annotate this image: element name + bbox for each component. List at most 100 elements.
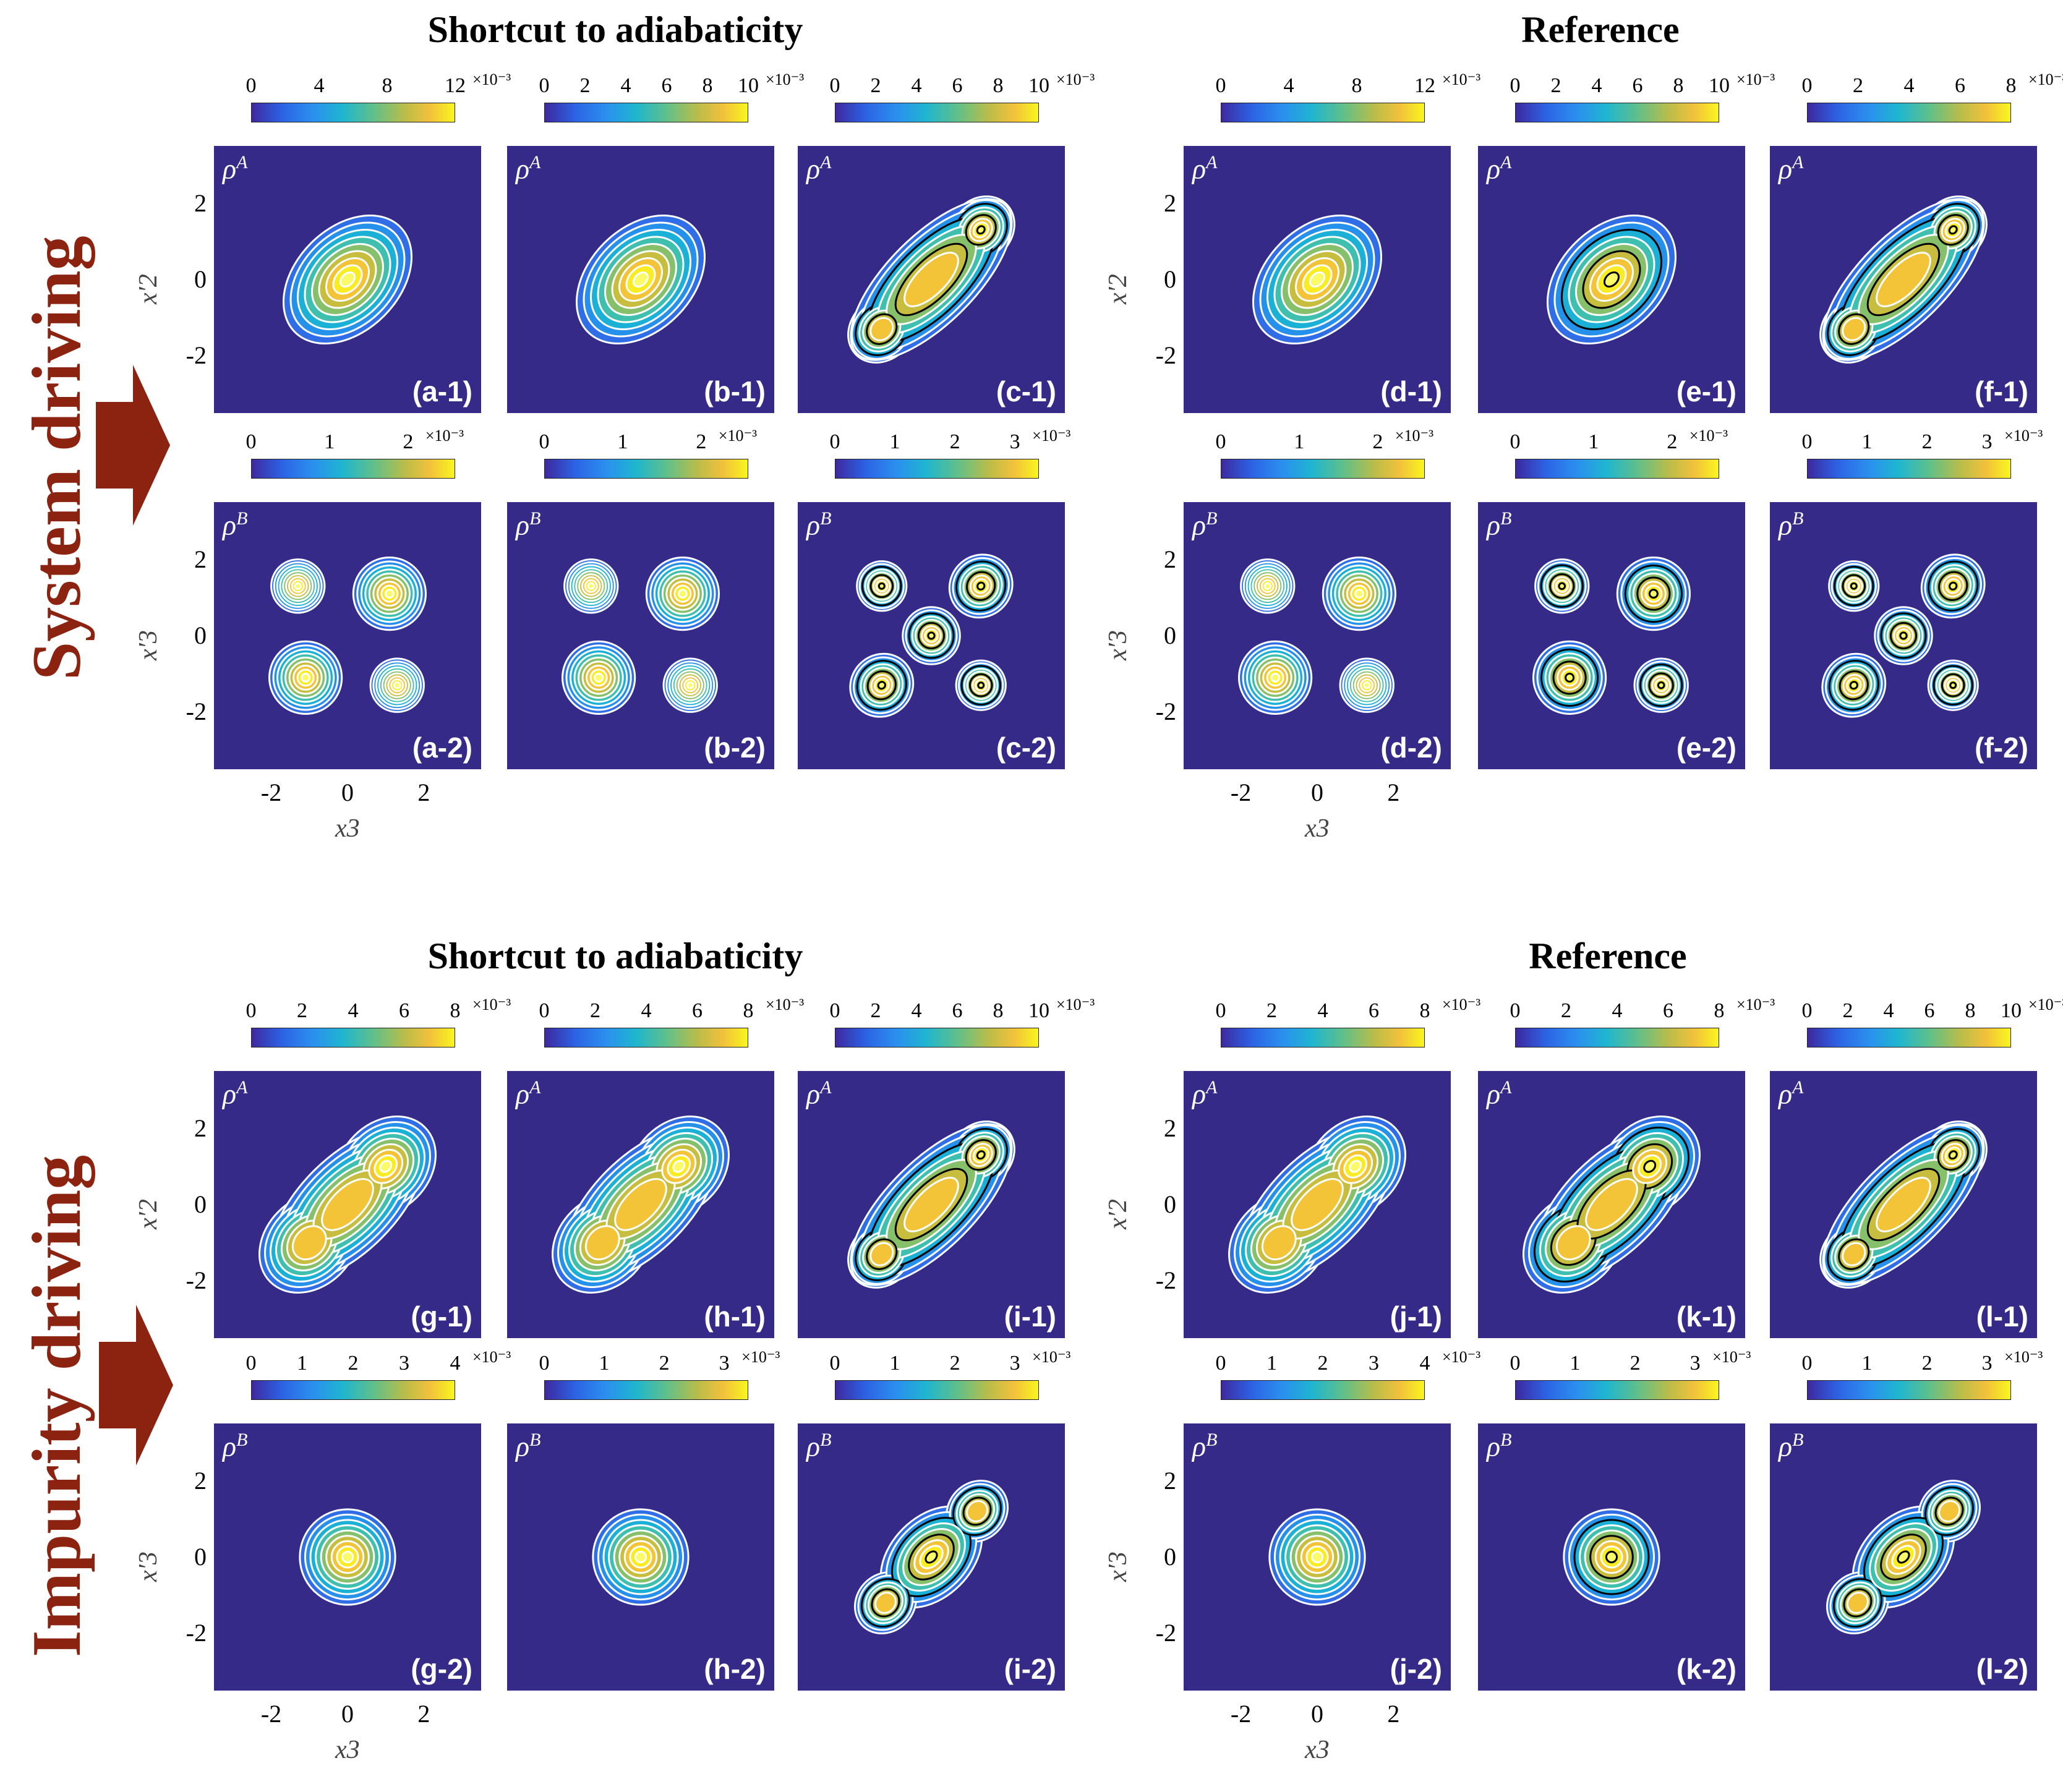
colorbar-tick-label: 2	[870, 74, 881, 97]
colorbar-tick-label: 3	[1009, 430, 1020, 453]
colorbar-b-2	[544, 459, 748, 479]
density-panel-c-2: ρB (c-2)	[798, 502, 1065, 769]
colorbar-exponent: ×10⁻³	[1032, 427, 1071, 445]
colorbar-tick-label: 1	[617, 430, 628, 453]
y-tick-label: -2	[186, 341, 207, 370]
rho-label: ρB	[223, 1430, 248, 1462]
colorbar-tick-label: 3	[399, 1352, 409, 1375]
density-contour	[1270, 672, 1281, 683]
y-tick-label: 2	[1164, 545, 1176, 573]
density-contour	[587, 582, 596, 591]
density-contour	[1558, 582, 1566, 591]
colorbar-tick-label: 1	[1570, 1352, 1581, 1375]
section-title-sta-bottom: Shortcut to adiabaticity	[427, 936, 803, 976]
colorbar-tick-label: 0	[246, 1352, 257, 1375]
colorbar-tick-label: 8	[1419, 999, 1430, 1022]
colorbar-exponent: ×10⁻³	[1442, 996, 1481, 1013]
colorbar-h-2	[544, 1380, 748, 1400]
density-contour	[976, 225, 986, 235]
colorbar-tick-label: 0	[1801, 999, 1813, 1022]
density-contour	[1657, 681, 1665, 689]
y-axis-label: x′3	[134, 1551, 163, 1582]
colorbar-tick-label: 8	[702, 74, 713, 97]
density-contour	[1263, 582, 1272, 591]
y-tick-label: -2	[1155, 698, 1176, 726]
colorbar-tick-label: 2	[1266, 999, 1277, 1022]
rho-label: ρA	[223, 152, 248, 185]
colorbar-tick-label: 8	[743, 999, 754, 1022]
y-axis-label: x′3	[1104, 630, 1132, 660]
colorbar-tick-label: 3	[1981, 430, 1993, 453]
colorbar-i-2	[835, 1380, 1039, 1400]
colorbar-tick-label: 4	[1591, 74, 1602, 97]
colorbar-tick-label: 8	[1673, 74, 1684, 97]
x-tick-label: 0	[341, 779, 354, 806]
colorbar-tick-label: 8	[993, 74, 1004, 97]
colorbar-tick-label: 4	[1883, 999, 1894, 1022]
colorbar-exponent: ×10⁻³	[472, 996, 511, 1013]
rho-label: ρB	[516, 508, 541, 541]
colorbar-tick-label: 8	[2005, 74, 2017, 97]
colorbar-exponent: ×10⁻³	[1712, 1348, 1751, 1366]
colorbar-tick-label: 2	[1372, 430, 1383, 453]
colorbar-tick-label: 8	[1965, 999, 1976, 1022]
density-contour	[1648, 589, 1659, 599]
y-tick-label: 0	[1164, 1190, 1176, 1218]
colorbar-tick-label: 2	[1550, 74, 1561, 97]
density-contour	[393, 681, 401, 689]
colorbar-exponent: ×10⁻³	[2028, 70, 2063, 88]
panel-label: (j-2)	[1390, 1653, 1442, 1685]
colorbar-d-2	[1221, 459, 1425, 479]
rho-label: ρB	[806, 508, 832, 541]
panel-label: (d-2)	[1380, 732, 1442, 764]
density-panel-f-1: ρA (f-1)	[1770, 146, 2037, 413]
colorbar-tick-label: 10	[1028, 999, 1049, 1022]
y-tick-label: 0	[194, 1190, 207, 1218]
density-contour	[1938, 1500, 1961, 1522]
panel-label: (h-1)	[704, 1300, 766, 1333]
panel-label: (g-2)	[411, 1653, 472, 1685]
colorbar-tick-label: 4	[1283, 74, 1294, 97]
density-contour	[966, 1500, 989, 1522]
density-contour	[340, 271, 356, 288]
colorbar-tick-label: 1	[599, 1352, 610, 1375]
density-panel-f-2: ρB (f-2)	[1770, 502, 2037, 769]
y-tick-label: -2	[186, 698, 207, 726]
heatmap-background	[214, 502, 481, 769]
density-panel-d-2: ρB (d-2)	[1184, 502, 1451, 769]
colorbar-exponent: ×10⁻³	[766, 70, 805, 88]
panel-label: (c-2)	[996, 732, 1056, 764]
rho-label: ρA	[1487, 152, 1512, 185]
heatmap-background	[507, 502, 774, 769]
colorbar-tick-label: 2	[1921, 430, 1933, 453]
rho-label: ρB	[1779, 508, 1804, 541]
density-contour	[1362, 681, 1371, 689]
colorbar-f-1	[1807, 103, 2011, 122]
colorbar-tick-label: 0	[246, 430, 257, 453]
rho-label: ρA	[223, 1077, 248, 1110]
colorbar-tick-label: 0	[1215, 1352, 1226, 1375]
colorbar-exponent: ×10⁻³	[718, 427, 758, 445]
colorbar-tick-label: 8	[993, 999, 1004, 1022]
colorbar-e-1	[1515, 103, 1719, 122]
density-panel-g-2: ρB (g-2)	[214, 1423, 481, 1691]
density-panel-h-1: ρA (h-1)	[507, 1071, 774, 1338]
colorbar-h-1	[544, 1028, 748, 1047]
x-tick-label: -2	[260, 779, 282, 806]
colorbar-tick-label: 3	[1981, 1352, 1993, 1375]
x-tick-label: 2	[417, 1700, 430, 1728]
panel-label: (e-2)	[1676, 732, 1736, 764]
panel-label: (k-2)	[1676, 1653, 1736, 1685]
colorbar-tick-label: 4	[450, 1352, 461, 1375]
colorbar-tick-label: 2	[1667, 430, 1678, 453]
section-title-sta-top: Shortcut to adiabaticity	[427, 9, 803, 50]
colorbar-tick-label: 6	[1924, 999, 1935, 1022]
colorbar-tick-label: 2	[1921, 1352, 1933, 1375]
colorbar-tick-label: 8	[382, 74, 393, 97]
y-tick-label: -2	[1155, 341, 1176, 370]
density-contour	[301, 672, 311, 683]
colorbar-tick-label: 0	[829, 430, 840, 453]
colorbar-tick-label: 6	[399, 999, 409, 1022]
x-tick-label: 2	[1387, 779, 1400, 806]
colorbar-tick-label: 0	[1801, 430, 1813, 453]
